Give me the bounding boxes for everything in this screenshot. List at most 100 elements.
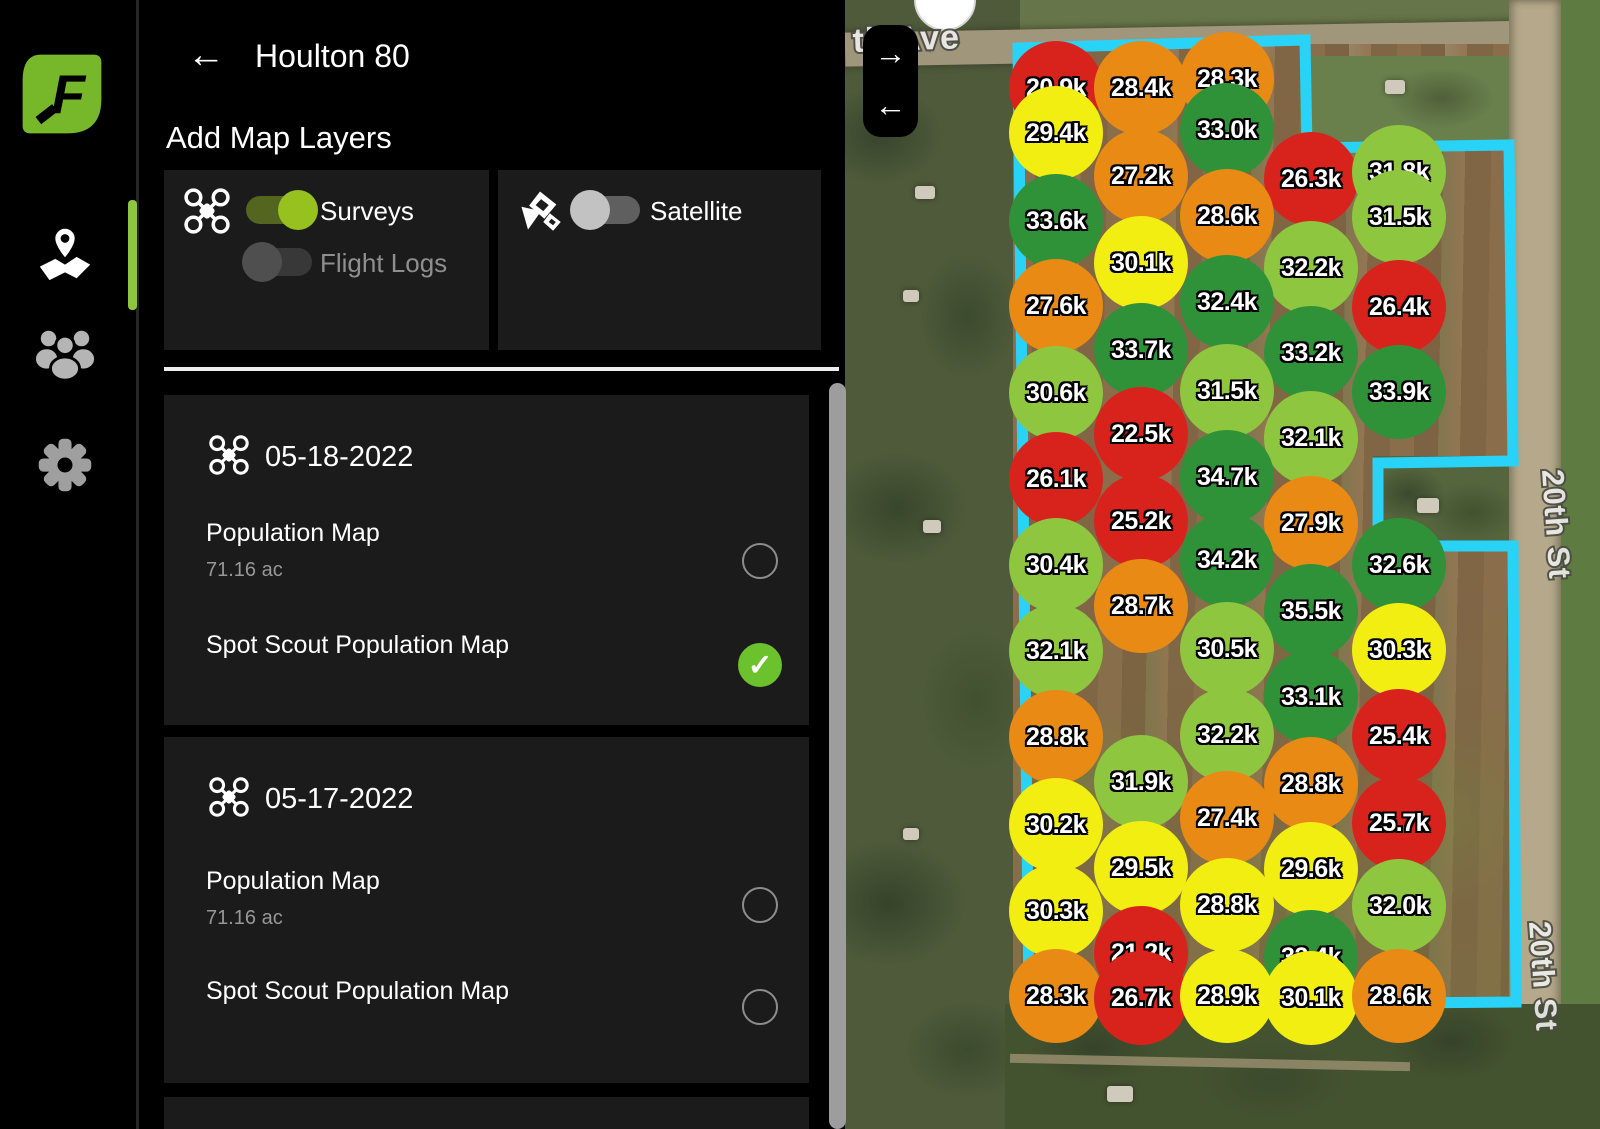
survey-date: 05-18-2022 <box>265 441 414 473</box>
scrollbar-thumb[interactable] <box>829 383 846 1129</box>
population-marker[interactable]: 27.9k <box>1264 476 1358 570</box>
population-marker[interactable]: 27.6k <box>1009 259 1103 353</box>
sidebar-item-maps[interactable] <box>32 220 98 286</box>
population-marker[interactable]: 32.1k <box>1264 391 1358 485</box>
street-label-20th-st: 20th St <box>1535 468 1578 581</box>
pan-back-button[interactable]: ← <box>863 77 918 133</box>
app-logo[interactable]: F <box>18 52 106 136</box>
population-marker[interactable]: 30.1k <box>1094 216 1188 310</box>
survey-date: 05-17-2022 <box>265 783 414 815</box>
population-map-radio[interactable] <box>742 887 778 923</box>
population-marker[interactable]: 30.4k <box>1009 518 1103 612</box>
map-nav-controls: → ← <box>863 25 918 137</box>
population-marker[interactable]: 31.9k <box>1094 735 1188 829</box>
population-marker[interactable]: 28.6k <box>1352 949 1446 1043</box>
population-marker[interactable]: 29.6k <box>1264 822 1358 916</box>
population-marker[interactable]: 26.7k <box>1094 951 1188 1045</box>
surveys-toggle[interactable] <box>246 190 318 230</box>
layers-card-satellite: Satellite <box>498 170 821 350</box>
satellite-icon <box>516 186 564 239</box>
spot-scout-radio[interactable] <box>742 989 778 1025</box>
population-marker[interactable]: 28.8k <box>1180 858 1274 952</box>
cluster-marker[interactable] <box>914 0 976 31</box>
leaf-logo-icon: F <box>22 54 102 134</box>
layer-option-label: Population Map <box>206 867 380 895</box>
layer-option-label: Spot Scout Population Map <box>206 631 509 659</box>
marker-layer: 20.9k28.4k28.3k29.4k33.0k27.2k26.3k31.8k… <box>845 0 1600 1129</box>
house <box>1385 80 1405 94</box>
map-grass-right <box>1561 0 1600 1129</box>
population-marker[interactable]: 28.4k <box>1094 41 1188 135</box>
population-marker[interactable]: 25.4k <box>1352 689 1446 783</box>
population-marker[interactable]: 33.2k <box>1264 306 1358 400</box>
sidebar-item-settings[interactable] <box>32 432 98 498</box>
population-marker[interactable]: 35.5k <box>1264 564 1358 658</box>
population-marker[interactable]: 26.4k <box>1352 260 1446 354</box>
population-marker[interactable]: 29.5k <box>1094 821 1188 915</box>
active-nav-indicator <box>128 200 137 310</box>
toggle-knob <box>242 242 282 282</box>
population-marker[interactable]: 28.8k <box>1264 737 1358 831</box>
house <box>1107 1086 1133 1102</box>
population-marker[interactable]: 32.1k <box>1009 604 1103 698</box>
layer-option-acreage: 71.16 ac <box>206 559 283 581</box>
house <box>915 186 935 199</box>
population-marker[interactable]: 28.6k <box>1180 169 1274 263</box>
population-marker[interactable]: 33.6k <box>1009 174 1103 268</box>
population-marker[interactable]: 32.2k <box>1264 221 1358 315</box>
population-marker[interactable]: 22.5k <box>1094 387 1188 481</box>
population-marker[interactable]: 32.4k <box>1180 255 1274 349</box>
population-marker[interactable]: 28.9k <box>1180 949 1274 1043</box>
population-marker[interactable]: 28.3k <box>1009 949 1103 1043</box>
sidebar: F <box>0 0 139 1129</box>
population-marker[interactable]: 32.6k <box>1352 518 1446 612</box>
layer-option-label: Population Map <box>206 519 380 547</box>
spot-scout-radio[interactable] <box>738 643 782 687</box>
population-marker[interactable]: 34.7k <box>1180 430 1274 524</box>
back-button[interactable]: ← <box>183 32 229 78</box>
drone-icon <box>184 188 230 239</box>
survey-card-05-17-2022: 05-17-2022 Population Map 71.16 ac Spot … <box>164 737 809 1083</box>
map-canvas[interactable]: th Ave 20th St 20th St 20.9k28.4k28.3k29… <box>845 0 1600 1129</box>
house <box>1417 498 1439 513</box>
population-marker[interactable]: 25.7k <box>1352 776 1446 870</box>
layers-card-surveys: Surveys Flight Logs <box>164 170 489 350</box>
population-marker[interactable]: 30.6k <box>1009 346 1103 440</box>
section-title: Add Map Layers <box>166 120 392 155</box>
population-marker[interactable]: 28.7k <box>1094 559 1188 653</box>
population-marker[interactable]: 34.2k <box>1180 513 1274 607</box>
gear-icon <box>38 438 92 492</box>
population-marker[interactable]: 31.5k <box>1352 170 1446 264</box>
pan-forward-button[interactable]: → <box>863 25 918 81</box>
satellite-toggle[interactable] <box>570 190 640 230</box>
population-marker[interactable]: 25.2k <box>1094 474 1188 568</box>
population-marker[interactable]: 28.8k <box>1009 690 1103 784</box>
population-marker[interactable]: 30.2k <box>1009 778 1103 872</box>
toggle-knob <box>570 190 610 230</box>
population-marker[interactable]: 30.3k <box>1009 864 1103 958</box>
population-marker[interactable]: 26.3k <box>1264 132 1358 226</box>
drone-icon <box>209 435 249 480</box>
flight-logs-toggle[interactable] <box>242 242 312 282</box>
layer-option-label: Spot Scout Population Map <box>206 977 509 1005</box>
street-label-20th-st: 20th St <box>1522 920 1565 1033</box>
page-title: Houlton 80 <box>255 38 410 74</box>
population-marker[interactable]: 33.9k <box>1352 345 1446 439</box>
population-marker[interactable]: 32.0k <box>1352 859 1446 953</box>
population-marker[interactable]: 30.5k <box>1180 602 1274 696</box>
drone-icon <box>209 777 249 822</box>
population-marker[interactable]: 27.4k <box>1180 771 1274 865</box>
population-marker[interactable]: 33.1k <box>1264 650 1358 744</box>
population-marker[interactable]: 33.0k <box>1180 83 1274 177</box>
population-marker[interactable]: 30.1k <box>1264 951 1358 1045</box>
layer-option-acreage: 71.16 ac <box>206 907 283 929</box>
population-marker[interactable]: 33.7k <box>1094 303 1188 397</box>
population-map-radio[interactable] <box>742 543 778 579</box>
sidebar-item-team[interactable] <box>32 322 98 388</box>
population-marker[interactable]: 31.5k <box>1180 344 1274 438</box>
population-marker[interactable]: 30.3k <box>1352 603 1446 697</box>
population-marker[interactable]: 27.2k <box>1094 129 1188 223</box>
population-marker[interactable]: 29.4k <box>1009 86 1103 180</box>
population-marker[interactable]: 32.2k <box>1180 688 1274 782</box>
population-marker[interactable]: 26.1k <box>1009 432 1103 526</box>
